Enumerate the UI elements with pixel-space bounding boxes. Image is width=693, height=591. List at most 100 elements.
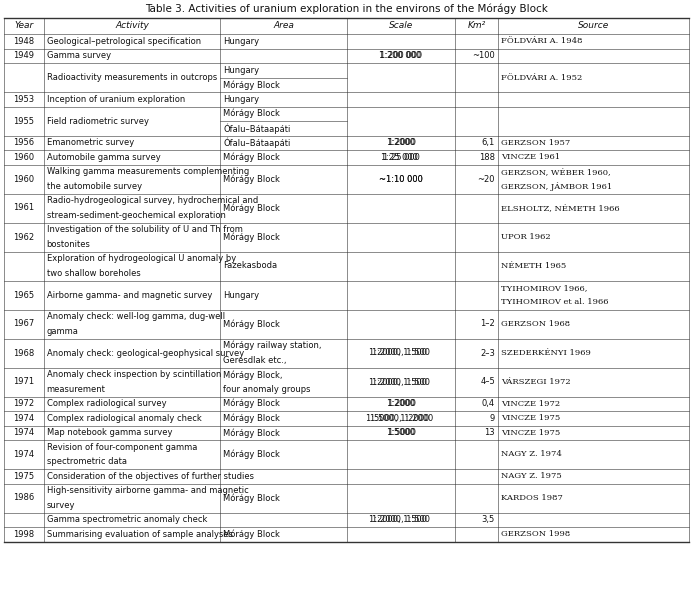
Text: 1949: 1949: [13, 51, 35, 60]
Text: 1968: 1968: [13, 349, 35, 358]
Text: NAGY Z. 1974: NAGY Z. 1974: [501, 450, 562, 459]
Text: 1:5000, 1:2000: 1:5000, 1:2000: [369, 414, 433, 423]
Text: Mórágy Block: Mórágy Block: [223, 109, 281, 119]
Text: 1998: 1998: [13, 530, 35, 539]
Text: Fazekasboda: Fazekasboda: [223, 261, 278, 271]
Text: VINCZE 1961: VINCZE 1961: [501, 153, 560, 161]
Text: Field radiometric survey: Field radiometric survey: [46, 116, 149, 125]
Text: Exploration of hydrogeological U anomaly by: Exploration of hydrogeological U anomaly…: [46, 254, 236, 263]
Text: Scale: Scale: [389, 21, 414, 31]
Text: 1974: 1974: [13, 428, 35, 437]
Text: 1:5000: 1:5000: [387, 428, 416, 437]
Text: Activity: Activity: [115, 21, 149, 31]
Text: Map notebook gamma survey: Map notebook gamma survey: [46, 428, 173, 437]
Text: 13: 13: [484, 428, 495, 437]
Text: Mórágy Block: Mórágy Block: [223, 493, 281, 503]
Text: VÁRSZEGI 1972: VÁRSZEGI 1972: [501, 378, 570, 386]
Text: GERZSON 1957: GERZSON 1957: [501, 139, 570, 147]
Text: Mórágy Block: Mórágy Block: [223, 232, 281, 242]
Text: four anomaly groups: four anomaly groups: [223, 385, 311, 394]
Text: Radio-hydrogeological survey, hydrochemical and: Radio-hydrogeological survey, hydrochemi…: [46, 196, 258, 205]
Text: VINCZE 1972: VINCZE 1972: [501, 400, 560, 408]
Text: 2–3: 2–3: [480, 349, 495, 358]
Text: 1:2000, 1:500: 1:2000, 1:500: [369, 349, 427, 358]
Text: Mórágy Block: Mórágy Block: [223, 319, 281, 329]
Text: Geresdlak etc.,: Geresdlak etc.,: [223, 356, 287, 365]
Text: Investigation of the solubility of U and Th from: Investigation of the solubility of U and…: [46, 225, 243, 234]
Text: Complex radiological survey: Complex radiological survey: [46, 400, 166, 408]
Text: stream-sediment-geochemical exploration: stream-sediment-geochemical exploration: [46, 211, 226, 220]
Text: High-sensitivity airborne gamma- and magnetic: High-sensitivity airborne gamma- and mag…: [46, 486, 249, 495]
Text: 6,1: 6,1: [482, 138, 495, 147]
Text: GERZSON, JÁMBOR 1961: GERZSON, JÁMBOR 1961: [501, 182, 612, 191]
Text: 1–2: 1–2: [480, 320, 495, 329]
Text: Inception of uranium exploration: Inception of uranium exploration: [46, 95, 185, 104]
Text: Mórágy Block: Mórágy Block: [223, 450, 281, 459]
Text: FÖLDVÁRI A. 1952: FÖLDVÁRI A. 1952: [501, 73, 582, 82]
Text: 1:5000: 1:5000: [386, 428, 415, 437]
Text: ~100: ~100: [472, 51, 495, 60]
Text: 1974: 1974: [13, 414, 35, 423]
Text: gamma: gamma: [46, 327, 78, 336]
Text: Gamma spectrometric anomaly check: Gamma spectrometric anomaly check: [46, 515, 207, 524]
Text: KARDOS 1987: KARDOS 1987: [501, 494, 563, 502]
Text: Anomaly check: well-log gamma, dug-well: Anomaly check: well-log gamma, dug-well: [46, 312, 225, 322]
Text: Hungary: Hungary: [223, 37, 260, 46]
Text: Anomaly check: geological-geophysical survey: Anomaly check: geological-geophysical su…: [46, 349, 244, 358]
Text: 1967: 1967: [13, 320, 35, 329]
Text: Ófalu–Bátaapáti: Ófalu–Bátaapáti: [223, 138, 291, 148]
Text: Hungary: Hungary: [223, 95, 260, 104]
Text: UPOR 1962: UPOR 1962: [501, 233, 550, 241]
Text: TYIHOMIROV 1966,: TYIHOMIROV 1966,: [501, 284, 587, 292]
Text: 1:25 000: 1:25 000: [381, 152, 418, 162]
Text: Area: Area: [273, 21, 295, 31]
Text: Walking gamma measurements complementing: Walking gamma measurements complementing: [46, 167, 249, 176]
Text: 1975: 1975: [13, 472, 35, 480]
Text: 1:2000, 1:500: 1:2000, 1:500: [369, 378, 427, 387]
Text: Emanometric survey: Emanometric survey: [46, 138, 134, 147]
Text: 1:2000: 1:2000: [387, 138, 416, 147]
Text: Mórágy Block: Mórágy Block: [223, 399, 281, 408]
Text: ~1:10 000: ~1:10 000: [379, 174, 423, 183]
Text: Mórágy Block,: Mórágy Block,: [223, 370, 283, 379]
Text: TYIHOMIROV et al. 1966: TYIHOMIROV et al. 1966: [501, 298, 608, 306]
Text: Anomaly check inspection by scintillation: Anomaly check inspection by scintillatio…: [46, 370, 221, 379]
Text: Consideration of the objectives of further studies: Consideration of the objectives of furth…: [46, 472, 254, 480]
Text: 1:2000, 1:500: 1:2000, 1:500: [372, 349, 430, 358]
Text: survey: survey: [46, 501, 76, 510]
Text: ELSHOLTZ, NÉMETH 1966: ELSHOLTZ, NÉMETH 1966: [501, 204, 620, 212]
Text: Summarising evaluation of sample analyses: Summarising evaluation of sample analyse…: [46, 530, 233, 539]
Text: Mórágy Block: Mórágy Block: [223, 530, 281, 539]
Text: 1:200 000: 1:200 000: [379, 51, 421, 60]
Text: 1960: 1960: [13, 152, 35, 162]
Text: 1962: 1962: [13, 232, 35, 242]
Text: GERZSON 1968: GERZSON 1968: [501, 320, 570, 328]
Text: 1965: 1965: [13, 291, 35, 300]
Text: 1955: 1955: [13, 116, 35, 125]
Text: Automobile gamma survey: Automobile gamma survey: [46, 152, 161, 162]
Text: 1:200 000: 1:200 000: [380, 51, 422, 60]
Text: Complex radiological anomaly check: Complex radiological anomaly check: [46, 414, 202, 423]
Text: Km²: Km²: [468, 21, 486, 31]
Text: GERZSON, WÉBER 1960,: GERZSON, WÉBER 1960,: [501, 168, 611, 176]
Text: 1948: 1948: [13, 37, 35, 46]
Text: 1:25 000: 1:25 000: [383, 152, 420, 162]
Text: measurement: measurement: [46, 385, 105, 394]
Text: Revision of four-component gamma: Revision of four-component gamma: [46, 443, 197, 452]
Text: Mórágy Block: Mórágy Block: [223, 152, 281, 162]
Text: NÉMETH 1965: NÉMETH 1965: [501, 262, 566, 270]
Text: 1:2000, 1:500: 1:2000, 1:500: [372, 515, 430, 524]
Text: 1:2000: 1:2000: [387, 400, 416, 408]
Text: Year: Year: [15, 21, 33, 31]
Text: Ófalu–Bátaapáti: Ófalu–Bátaapáti: [223, 123, 291, 134]
Text: 1:2000: 1:2000: [386, 400, 415, 408]
Text: 1974: 1974: [13, 450, 35, 459]
Text: VINCZE 1975: VINCZE 1975: [501, 414, 560, 422]
Text: Mórágy Block: Mórágy Block: [223, 414, 281, 423]
Text: two shallow boreholes: two shallow boreholes: [46, 269, 141, 278]
Text: Hungary: Hungary: [223, 66, 260, 74]
Text: 1:2000, 1:500: 1:2000, 1:500: [369, 515, 427, 524]
Text: Hungary: Hungary: [223, 291, 260, 300]
Text: 1:5000, 1:2000: 1:5000, 1:2000: [367, 414, 430, 423]
Text: SZEDERKÉNYI 1969: SZEDERKÉNYI 1969: [501, 349, 590, 357]
